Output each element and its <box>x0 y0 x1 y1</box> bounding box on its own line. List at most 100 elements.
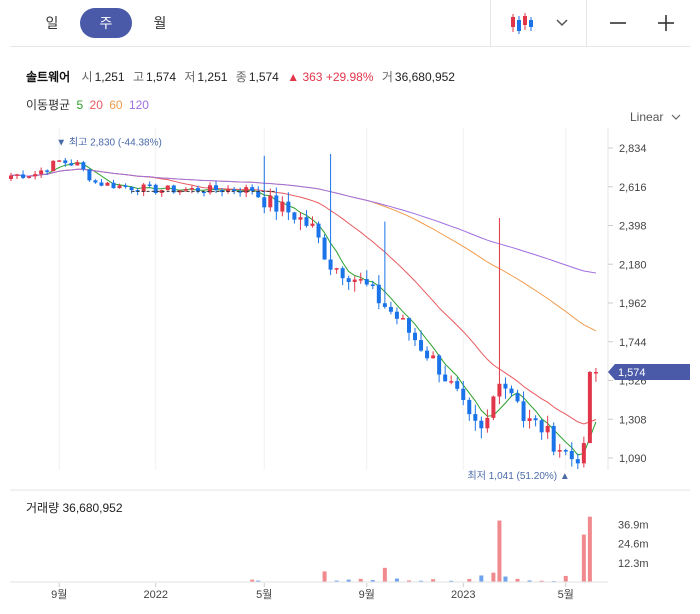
tab-weekly[interactable]: 주 <box>80 8 132 38</box>
candle-body <box>346 278 351 282</box>
chart-type-button[interactable] <box>496 0 548 46</box>
price-axis: 2,834 2,616 2,398 2,180 1,962 1,744 1,526 1,308… <box>608 143 647 465</box>
volume-bar <box>515 578 520 582</box>
ma-legend-title: 이동평균 <box>26 98 71 112</box>
volume-header: 거래량 36,680,952 <box>26 499 123 516</box>
candle-body <box>497 383 502 397</box>
grid-lines <box>10 128 690 491</box>
candle-body <box>364 279 369 285</box>
time-tick-label: 9월 <box>359 588 375 601</box>
current-price-label: 1,574 <box>618 367 646 379</box>
period-toolbar: 일 주 월 <box>0 0 700 46</box>
candle-body <box>479 420 484 429</box>
candle-body <box>340 268 345 279</box>
candle-body <box>437 355 442 375</box>
candle-body <box>388 306 393 312</box>
ma-line-60 <box>10 168 597 332</box>
time-tick-label: 9월 <box>51 588 67 601</box>
candle-body <box>593 371 598 374</box>
candle-body <box>256 190 261 198</box>
low-label: 저 <box>184 70 196 84</box>
volume-bar <box>406 580 411 582</box>
candlestick-icon <box>511 13 533 34</box>
candle-body <box>105 182 110 186</box>
zoom-out-button[interactable] <box>596 0 640 46</box>
volume-title: 거래량 <box>26 501 60 515</box>
chevron-down-icon <box>671 114 681 120</box>
candle-body <box>557 450 562 452</box>
candle-body <box>57 160 62 162</box>
candle-body <box>183 189 188 191</box>
tab-daily[interactable]: 일 <box>45 15 59 31</box>
candlestick-series <box>9 154 598 469</box>
candle-body <box>51 160 56 172</box>
price-tick-label: 2,616 <box>619 182 647 194</box>
candle-body <box>39 170 44 175</box>
candle-body <box>274 195 279 212</box>
price-tick-label: 1,090 <box>619 453 647 465</box>
toolbar-bottom-border <box>10 46 690 47</box>
candle-body <box>27 176 32 178</box>
volume-bar <box>449 580 454 582</box>
candle-body <box>9 175 13 180</box>
candle-body <box>461 388 466 400</box>
candle-body <box>177 190 182 193</box>
scale-selector[interactable]: Linear <box>630 110 681 124</box>
candle-body <box>425 350 430 359</box>
candle-body <box>503 383 508 389</box>
candle-body <box>298 217 303 220</box>
candle-body <box>358 279 363 281</box>
candle-body <box>159 190 164 193</box>
candle-body <box>268 195 273 208</box>
zoom-in-button[interactable] <box>644 0 688 46</box>
candle-body <box>485 417 490 429</box>
volume-bar <box>370 580 375 582</box>
candle-body <box>286 201 291 213</box>
volume-bar <box>527 580 532 582</box>
candle-body <box>214 185 219 191</box>
candle-body <box>322 237 327 260</box>
tab-monthly[interactable]: 월 <box>153 15 167 31</box>
volume-label: 거 <box>381 70 393 84</box>
price-summary: 솔트웨어 시 1,251 고 1,574 저 1,251 종 1,574 ▲ 363 +… <box>26 68 460 85</box>
stock-name: 솔트웨어 <box>26 70 71 84</box>
moving-average-legend[interactable]: 이동평균 5 20 60 120 <box>26 96 152 113</box>
chart-type-dropdown[interactable] <box>548 0 576 46</box>
volume-bar <box>431 579 436 582</box>
candle-body <box>473 414 478 421</box>
high-value: 1,574 <box>145 70 177 84</box>
candle-body <box>207 185 212 193</box>
volume-bar <box>581 534 586 582</box>
candle-body <box>394 311 399 319</box>
candle-body <box>201 191 206 194</box>
candle-body <box>455 381 460 389</box>
moving-average-lines <box>10 161 597 456</box>
candle-body <box>563 450 568 452</box>
candle-body <box>419 340 424 351</box>
candle-body <box>521 401 526 421</box>
low-annotation: 최저 1,041 (51.20%) ▲ <box>468 470 570 482</box>
price-tick-label: 1,526 <box>619 376 647 388</box>
candle-body <box>527 418 532 421</box>
time-tick-label: 2022 <box>143 589 167 601</box>
candle-body <box>292 212 297 220</box>
price-tick-label: 1,308 <box>619 414 647 426</box>
candle-body <box>69 163 74 166</box>
candle-body <box>334 268 339 270</box>
candle-body <box>129 186 134 191</box>
volume-bar <box>256 580 261 582</box>
volume-bar <box>419 580 424 582</box>
toolbar-divider <box>586 0 587 46</box>
candle-body <box>431 355 436 359</box>
minus-icon <box>610 22 626 24</box>
candle-body <box>226 189 231 192</box>
candle-body <box>491 396 496 418</box>
candle-body <box>406 318 411 333</box>
candle-body <box>310 223 315 226</box>
candle-body <box>515 393 520 402</box>
volume-bar <box>382 567 387 582</box>
candle-body <box>569 450 574 460</box>
candle-body <box>551 425 556 452</box>
candle-body <box>33 174 38 177</box>
high-label: 고 <box>132 70 144 84</box>
